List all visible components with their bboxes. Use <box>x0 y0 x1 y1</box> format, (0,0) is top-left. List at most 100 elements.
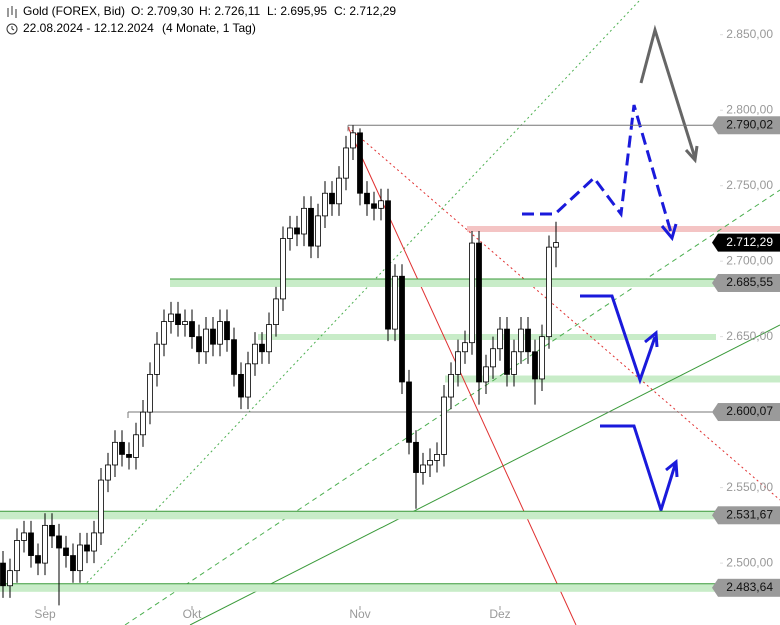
y-tick-label: 2.550,00 <box>726 480 773 494</box>
ohlc-low: L: 2.695,95 <box>267 4 327 18</box>
candle-body <box>35 555 41 564</box>
last-price-box <box>718 233 780 252</box>
candle-body <box>280 238 286 300</box>
candle-body <box>126 454 132 458</box>
candle-body <box>273 298 279 325</box>
candle-body <box>399 275 405 383</box>
y-tick-label: 2.850,00 <box>726 27 773 41</box>
candle-body <box>189 321 195 338</box>
candle-body <box>238 373 244 398</box>
y-tick-label: 2.700,00 <box>726 253 773 267</box>
candle-body <box>112 441 118 466</box>
candle-body <box>7 570 13 587</box>
level-label-arrow <box>712 578 718 597</box>
level-label: 2.600,07 <box>726 404 773 418</box>
candle-body <box>490 348 496 368</box>
candle-body <box>434 454 440 461</box>
candle-body <box>462 342 468 353</box>
candle-body <box>511 351 517 375</box>
candle-body <box>252 343 258 365</box>
candle-body <box>357 132 363 194</box>
level-label-box <box>718 578 780 597</box>
date-span: (4 Monate, 1 Tag) <box>162 21 256 35</box>
level-label: 2.790,02 <box>726 117 773 131</box>
level-label-box <box>718 506 780 525</box>
level-label: 2.483,64 <box>726 580 773 594</box>
candle-body <box>350 132 356 149</box>
candle-body <box>133 434 139 458</box>
candle-body <box>231 339 237 375</box>
candle-body <box>49 524 55 537</box>
candle-body <box>525 328 531 353</box>
candle-body <box>91 532 97 552</box>
candle-body <box>497 328 503 350</box>
candle-body <box>504 328 510 375</box>
candle-body <box>406 381 412 443</box>
x-tick-label: Nov <box>349 607 370 621</box>
candle-body <box>42 524 48 564</box>
candle-body <box>420 464 426 473</box>
candle-body <box>21 532 27 541</box>
candle-body <box>378 200 384 209</box>
candle-body <box>371 203 377 209</box>
candle-body <box>455 351 461 375</box>
candle-body <box>448 373 454 398</box>
candle-body <box>343 147 349 179</box>
candle-body <box>224 321 230 341</box>
candle-body <box>385 200 391 330</box>
candle-body <box>518 328 524 353</box>
y-tick-label: 2.650,00 <box>726 329 773 343</box>
ohlc-close: C: 2.712,29 <box>334 4 396 18</box>
candle-body <box>63 547 69 556</box>
candle-body <box>217 321 223 345</box>
candle-body <box>168 313 174 322</box>
candle-body <box>245 363 251 398</box>
candle-body <box>196 336 202 353</box>
candle-body <box>259 343 265 353</box>
candle-body <box>28 532 34 556</box>
candle-body <box>56 535 62 549</box>
header-icon <box>6 6 18 35</box>
level-label-box <box>718 403 780 422</box>
candle-body <box>308 207 314 247</box>
ohlc-high: H: 2.726,11 <box>199 4 260 18</box>
level-band <box>0 583 780 592</box>
candle-body <box>14 540 20 572</box>
candle-body <box>154 343 160 375</box>
level-band <box>0 511 780 520</box>
candle-body <box>413 441 419 473</box>
candle-body <box>84 544 90 552</box>
candle-body <box>98 479 104 534</box>
level-band <box>170 278 780 287</box>
x-tick-label: Sep <box>34 607 56 621</box>
chart-title: Gold (FOREX, Bid) <box>23 4 125 18</box>
candle-body <box>483 366 489 383</box>
candle-body <box>364 192 370 205</box>
candle-body <box>322 192 328 217</box>
candle-body <box>119 441 125 455</box>
level-label-arrow <box>712 273 718 292</box>
ohlc-open: O: 2.709,30 <box>131 4 194 18</box>
candle-body <box>315 215 321 247</box>
level-label-box <box>718 273 780 292</box>
candle-body <box>469 242 475 344</box>
candle-body <box>0 562 6 587</box>
candle-body <box>546 246 552 338</box>
y-tick-label: 2.500,00 <box>726 555 773 569</box>
x-tick-label: Dez <box>489 607 510 621</box>
candle-body <box>175 313 181 325</box>
candle-body <box>287 227 293 239</box>
candle-body <box>441 396 447 455</box>
y-tick-label: 2.800,00 <box>726 102 773 116</box>
candle-body <box>266 324 272 353</box>
candle-body <box>105 464 111 481</box>
candle-body <box>476 242 482 383</box>
last-price-arrow <box>712 233 718 252</box>
candle-body <box>294 227 300 235</box>
candle-body <box>182 321 188 325</box>
level-label: 2.531,67 <box>726 507 773 521</box>
candle-body <box>539 336 545 380</box>
candle-body <box>210 328 216 345</box>
candle-body <box>392 275 398 330</box>
